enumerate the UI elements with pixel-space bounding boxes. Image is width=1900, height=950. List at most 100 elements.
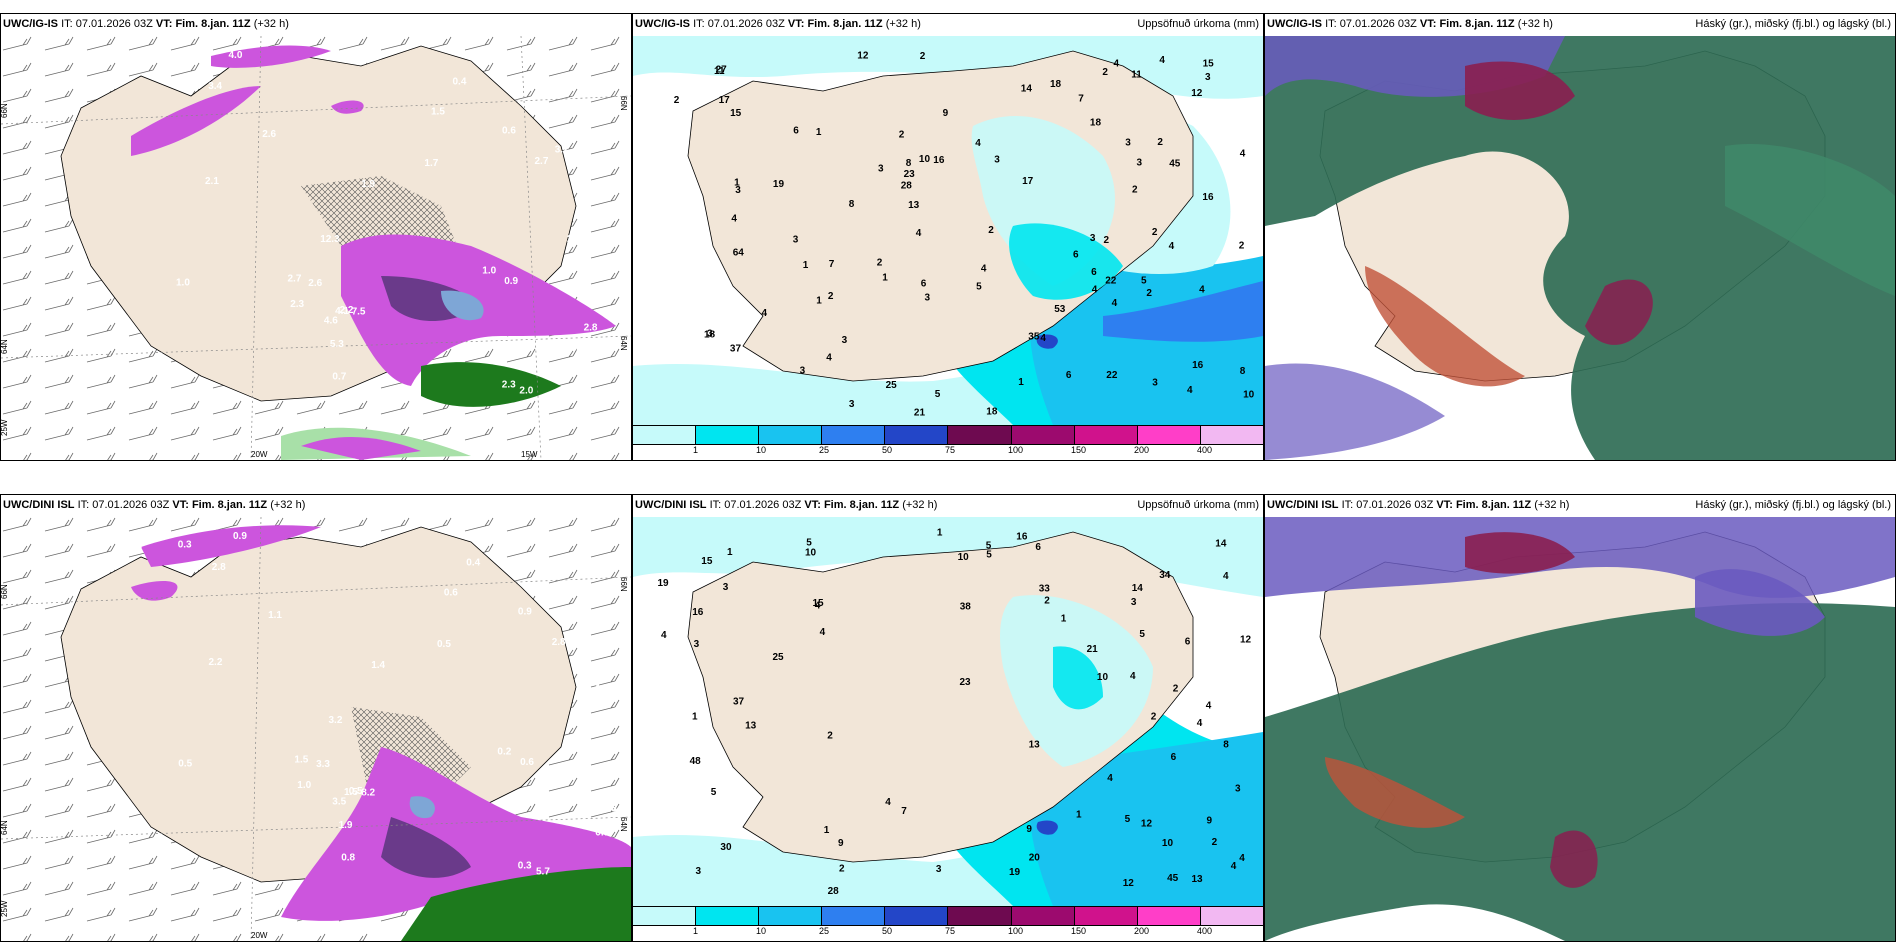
precip-value-label: 1 xyxy=(692,712,698,723)
panel-title-right: Uppsöfnuð úrkoma (mm) xyxy=(1137,499,1259,511)
precip-value-label: 19 xyxy=(773,179,785,190)
precip-value-label: 2 xyxy=(828,291,834,302)
legend-swatch xyxy=(1011,907,1075,925)
precip-value-label: 4 xyxy=(762,308,768,319)
precip-value-label: 8 xyxy=(849,199,855,210)
precip-value-label: 3 xyxy=(694,639,700,650)
precip-value-label: 5.3 xyxy=(330,339,344,350)
precip-value-label: 0.9 xyxy=(504,276,518,287)
precip-value-label: 4 xyxy=(731,213,737,224)
panel-clouds-top: UWC/IG-IS IT: 07.01.2026 03Z VT: Fim. 8.… xyxy=(1264,13,1896,461)
precip-value-label: 13 xyxy=(1192,874,1204,885)
legend-tick-label: 75 xyxy=(945,926,956,936)
precip-value-label: 17 xyxy=(719,95,731,106)
precip-value-label: 16 xyxy=(933,155,945,166)
precip-10-25-inland xyxy=(1009,223,1123,300)
precip-value-label: 4.0 xyxy=(229,50,243,61)
lat-64-line xyxy=(1,816,631,840)
precip-value-label: 4.8 xyxy=(573,625,587,636)
precip-value-labels: 1.11.42.22.84.81.01.50.80.50.60.61.50.53… xyxy=(129,531,618,878)
precip-value-label: 1.7 xyxy=(424,158,438,169)
precip-value-label: 0.8 xyxy=(341,853,355,864)
precip-value-label: 25 xyxy=(886,380,898,391)
precip-value-label: 10 xyxy=(1162,838,1174,849)
precip-value-label: 5.7 xyxy=(536,867,550,878)
precip-value-label: 3 xyxy=(793,235,799,246)
map-svg: 4222744233144312131344221362425334344523… xyxy=(633,36,1263,425)
precip-value-label: 10 xyxy=(919,154,931,165)
precip-value-label: 2.2 xyxy=(209,657,223,668)
precip-value-label: 2.0 xyxy=(519,386,533,397)
legend-tick-label: 150 xyxy=(1071,926,1087,936)
precip-value-label: 4 xyxy=(820,627,826,638)
precip-value-label: 2 xyxy=(1212,837,1218,848)
panel-header: UWC/DINI ISL IT: 07.01.2026 03Z VT: Fim.… xyxy=(635,499,938,511)
precip-value-label: 2.8 xyxy=(552,637,566,648)
precip-value-label: 3.2 xyxy=(329,715,343,726)
precip-value-label: 6 xyxy=(1066,370,1072,381)
precip-value-label: 2 xyxy=(1239,241,1245,252)
precip-value-label: 1 xyxy=(937,528,943,539)
precip-value-label: 4 xyxy=(1199,284,1205,295)
precip-value-label: 13 xyxy=(908,200,920,211)
precip-value-label: 4 xyxy=(916,228,922,239)
precip-value-label: 21 xyxy=(914,408,926,419)
precip-value-label: 27 xyxy=(716,65,728,76)
snow-shade-north-2 xyxy=(331,100,364,114)
precip-value-label: 10 xyxy=(1097,672,1109,683)
precip-value-label: 33 xyxy=(1039,583,1051,594)
panel-title-right: Háský (gr.), miðský (fj.bl.) og lágský (… xyxy=(1695,18,1891,30)
precip-value-label: 16 xyxy=(692,607,704,618)
panel-header: UWC/IG-IS IT: 07.01.2026 03Z VT: Fim. 8.… xyxy=(635,18,921,30)
precip-value-label: 2.6 xyxy=(308,278,322,289)
precip-value-label: 4 xyxy=(1040,333,1046,344)
legend-tick-label: 400 xyxy=(1197,445,1213,455)
panel-precip-wind-bottom: UWC/DINI ISL IT: 07.01.2026 03Z VT: Fim.… xyxy=(0,494,632,942)
rain-shade-south xyxy=(421,362,561,407)
precip-value-label: 1 xyxy=(882,272,888,283)
precip-value-label: 21 xyxy=(1087,644,1099,655)
precip-value-label: 18 xyxy=(1050,79,1062,90)
rain-shade-south xyxy=(401,867,631,941)
lon-label-20: 20W xyxy=(251,931,268,940)
lat-label-66-right: 66N xyxy=(619,96,628,111)
precip-value-label: 3 xyxy=(1137,158,1143,169)
lon-label-15: 15W xyxy=(521,450,538,459)
precip-value-label: 2 xyxy=(1157,137,1163,148)
precip-value-label: 12 xyxy=(1240,635,1252,646)
precip-value-label: 28 xyxy=(901,181,913,192)
precip-value-label: 12 xyxy=(1123,878,1135,889)
precip-value-label: 4 xyxy=(1206,701,1212,712)
precip-value-label: 5 xyxy=(986,541,992,552)
precip-value-label: 10 xyxy=(805,548,817,559)
precip-value-label: 3 xyxy=(800,366,806,377)
precip-value-label: 18 xyxy=(1090,117,1102,128)
precip-value-label: 3 xyxy=(1125,138,1131,149)
precip-50-75 xyxy=(1103,281,1263,342)
precip-value-label: 1 xyxy=(1018,377,1024,388)
precip-value-label: 4 xyxy=(1223,571,1229,582)
lon-15-line xyxy=(520,36,542,460)
legend-swatch xyxy=(885,907,949,925)
panel-clouds-bottom: UWC/DINI ISL IT: 07.01.2026 03Z VT: Fim.… xyxy=(1264,494,1896,942)
precip-value-label: 18 xyxy=(704,329,716,340)
legend-tick-label: 10 xyxy=(756,445,767,455)
precip-value-label: 1.0 xyxy=(176,278,190,289)
precip-value-label: 3 xyxy=(842,335,848,346)
precip-value-label: 17 xyxy=(1022,176,1034,187)
precip-value-label: 11 xyxy=(1131,70,1142,81)
snow-core-central xyxy=(381,817,471,878)
precip-value-label: 2.3 xyxy=(502,380,516,391)
precip-value-label: 6 xyxy=(921,279,927,290)
legend-swatch xyxy=(948,426,1012,444)
precip-value-label: 4.6 xyxy=(324,316,338,327)
map-svg xyxy=(1265,517,1895,941)
precip-value-label: 8.2 xyxy=(361,787,375,798)
precip-value-label: 16 xyxy=(1192,360,1204,371)
precip-value-label: 1 xyxy=(734,177,740,188)
panel-title-right: Uppsöfnuð úrkoma (mm) xyxy=(1137,18,1259,30)
precip-value-label: 14 xyxy=(1021,84,1033,95)
precip-value-label: 2.8 xyxy=(212,562,226,573)
precip-value-label: 3 xyxy=(1131,597,1137,608)
